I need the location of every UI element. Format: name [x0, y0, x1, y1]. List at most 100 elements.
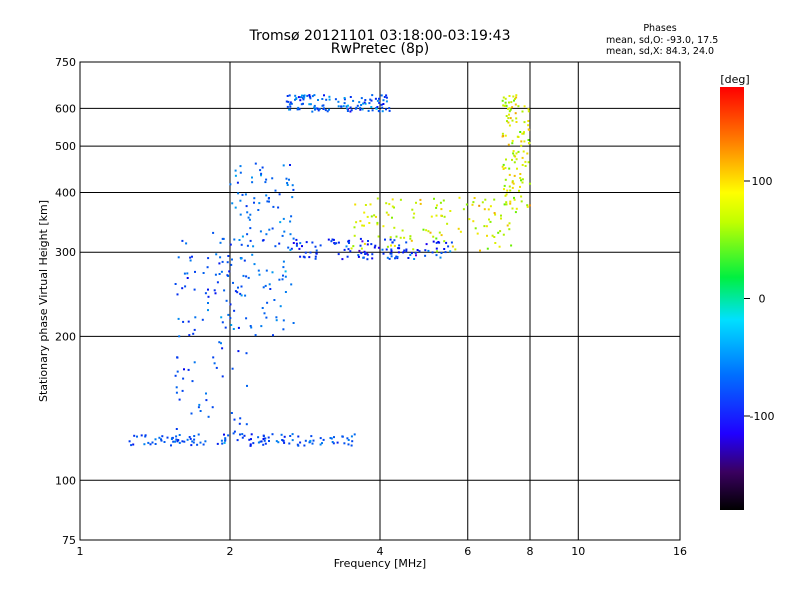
data-point — [178, 441, 181, 444]
data-point — [370, 243, 373, 246]
data-point — [292, 237, 295, 240]
data-point — [314, 108, 316, 111]
data-point — [352, 245, 355, 248]
data-point — [280, 433, 283, 436]
data-point — [371, 94, 374, 97]
data-point — [485, 225, 488, 228]
data-point — [367, 240, 369, 242]
data-point — [370, 215, 373, 218]
data-point — [504, 101, 507, 104]
data-point — [249, 213, 252, 216]
data-point — [292, 188, 295, 191]
data-point — [429, 231, 432, 234]
data-point — [231, 202, 234, 205]
data-point — [144, 434, 147, 437]
data-point — [362, 102, 365, 105]
data-point — [508, 185, 511, 188]
data-point — [459, 230, 462, 233]
x-tick-label: 10 — [571, 545, 585, 558]
data-point — [154, 443, 157, 445]
data-point — [265, 316, 268, 319]
data-point — [337, 100, 340, 103]
data-point — [388, 109, 391, 112]
data-point — [321, 98, 324, 100]
data-point — [206, 266, 209, 269]
data-point — [205, 392, 207, 395]
data-point — [257, 436, 260, 439]
data-point — [299, 255, 302, 258]
data-point — [527, 110, 530, 113]
data-point — [349, 106, 352, 109]
data-point — [295, 242, 298, 245]
data-point — [371, 109, 374, 112]
data-point — [324, 109, 327, 112]
data-point — [221, 347, 224, 350]
data-point — [350, 109, 353, 112]
data-point — [518, 189, 520, 192]
data-point — [436, 250, 438, 253]
data-point — [252, 442, 255, 445]
data-point — [528, 142, 531, 144]
data-point — [177, 256, 180, 259]
data-point — [264, 284, 267, 287]
data-point — [273, 299, 276, 301]
data-point — [393, 206, 395, 209]
data-point — [282, 164, 285, 167]
data-point — [275, 440, 278, 443]
data-point — [272, 334, 274, 337]
data-point — [419, 198, 422, 201]
data-point — [442, 199, 445, 202]
data-point — [221, 442, 224, 445]
data-point — [509, 202, 512, 205]
data-point — [204, 292, 207, 295]
data-point — [284, 270, 287, 273]
data-point — [316, 107, 319, 110]
stats-line-x: mean, sd,X: 84.3, 24.0 — [606, 46, 714, 57]
data-point — [214, 292, 217, 295]
data-point — [381, 248, 384, 251]
data-point — [511, 207, 514, 210]
data-point — [192, 441, 195, 444]
data-point — [219, 241, 222, 244]
data-point — [390, 244, 392, 247]
data-point — [527, 108, 530, 111]
data-point — [519, 131, 522, 133]
data-point — [264, 437, 267, 440]
data-point — [413, 212, 416, 215]
data-point — [358, 101, 361, 104]
data-point — [239, 199, 242, 202]
data-point — [376, 99, 379, 102]
data-point — [363, 250, 366, 253]
data-point — [389, 236, 392, 239]
data-point — [511, 180, 514, 183]
data-point — [204, 440, 207, 443]
data-point — [243, 434, 246, 437]
data-point — [274, 189, 277, 192]
data-point — [366, 215, 369, 218]
x-tick-label: 1 — [77, 545, 84, 558]
data-point — [513, 99, 515, 102]
data-point — [207, 288, 209, 291]
data-point — [357, 255, 360, 258]
data-point — [504, 178, 507, 181]
data-point — [309, 97, 312, 100]
data-point — [410, 239, 413, 242]
data-point — [347, 248, 350, 251]
data-point — [181, 440, 184, 443]
data-point — [341, 258, 344, 261]
x-tick-label: 8 — [527, 545, 534, 558]
data-point — [246, 211, 249, 214]
data-point — [415, 254, 417, 257]
data-point — [520, 140, 523, 143]
data-point — [333, 242, 336, 245]
data-point — [311, 95, 314, 98]
data-point — [515, 121, 518, 123]
data-point — [519, 185, 521, 188]
data-point — [220, 342, 222, 345]
data-point — [343, 248, 346, 251]
data-point — [224, 437, 227, 440]
data-point — [508, 113, 510, 116]
data-point — [260, 172, 263, 175]
data-point — [191, 380, 194, 383]
data-point — [237, 326, 240, 329]
